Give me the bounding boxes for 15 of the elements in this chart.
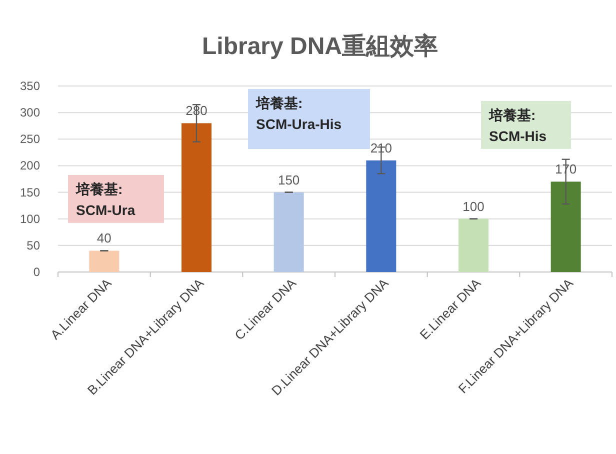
data-label: 40 [96, 230, 112, 246]
y-tick-label: 150 [20, 185, 40, 200]
y-tick-label: 250 [20, 132, 40, 146]
y-tick-label: 200 [20, 158, 40, 173]
y-tick-label: 300 [20, 106, 40, 120]
y-tick-label: 100 [20, 212, 40, 226]
y-tick-label: 0 [33, 265, 40, 279]
y-tick-label: 50 [26, 238, 40, 252]
data-label: 150 [278, 172, 300, 188]
y-tick-label: 350 [20, 79, 40, 93]
annotation: 培養基: SCM-Ura [75, 181, 136, 218]
data-label: 100 [462, 198, 484, 214]
chart-title: Library DNA重組效率 [202, 33, 438, 60]
annotation: 培養基: SCM-His [488, 107, 547, 144]
annotation: 培養基: SCM-Ura-His [255, 95, 342, 132]
